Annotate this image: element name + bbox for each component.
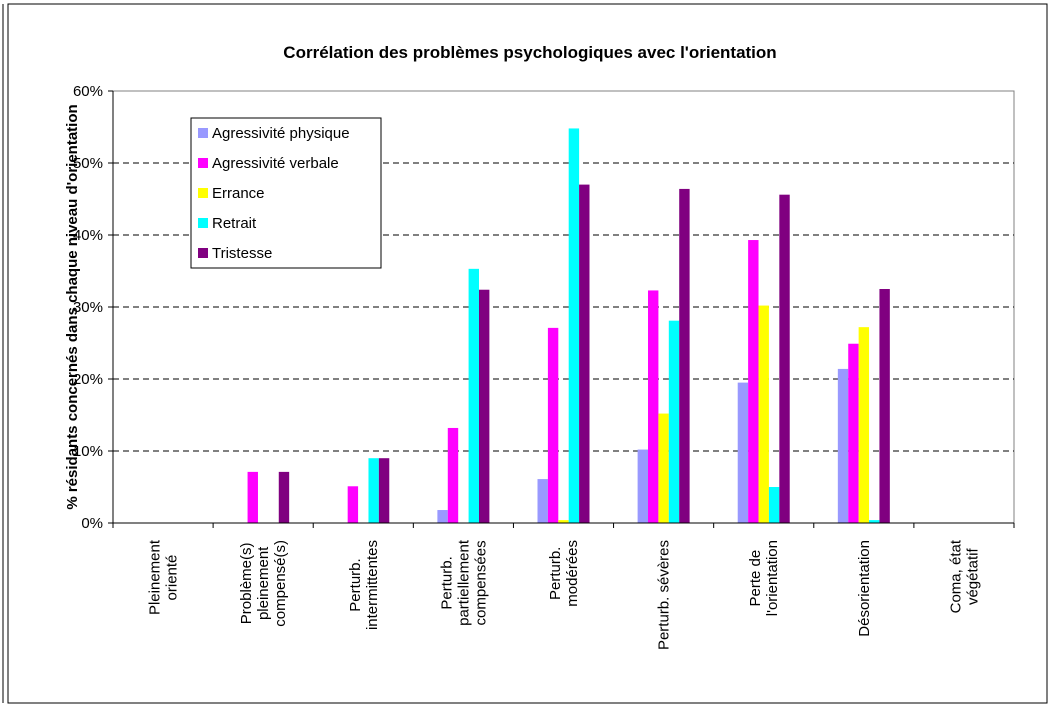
bar: [668, 320, 680, 523]
bar: [347, 486, 359, 523]
x-tick-label: Perturb.: [438, 556, 455, 609]
x-tick-label: Perturb.: [547, 547, 564, 600]
x-tick-label: Coma, état: [947, 539, 964, 613]
y-tick-label: 20%: [73, 371, 103, 388]
bar: [568, 128, 580, 523]
bar: [658, 413, 669, 523]
bar: [737, 382, 749, 523]
y-tick-label: 60%: [73, 83, 103, 100]
x-tick-label: modérées: [564, 540, 581, 607]
x-tick-label: Problème(s): [238, 543, 255, 625]
x-tick-label: l'orientation: [764, 540, 781, 616]
bar: [748, 240, 759, 524]
bar: [478, 289, 490, 523]
x-tick-label-group: Perturb. sévères: [656, 540, 673, 650]
x-tick-label-group: Problème(s) pleinement compensé(s): [238, 540, 289, 627]
bar: [637, 449, 649, 523]
x-tick-label: compensées: [472, 540, 489, 625]
x-tick-label-group: Désorientation: [856, 540, 873, 637]
x-tick-label: partiellement: [455, 539, 472, 626]
legend-swatch: [198, 218, 208, 228]
bar: [547, 327, 559, 523]
legend-swatch: [198, 248, 208, 258]
bar: [848, 343, 859, 523]
x-tick-label: orienté: [164, 555, 181, 601]
legend-swatch: [198, 158, 208, 168]
x-tick-label: compensé(s): [272, 540, 289, 627]
bar: [468, 268, 479, 523]
x-tick-label-group: Pleinement orienté: [147, 539, 181, 615]
legend-swatch: [198, 188, 208, 198]
bar: [558, 520, 569, 523]
legend-label: Agressivité physique: [212, 125, 350, 142]
x-tick-label-group: Coma, état végétatif: [947, 539, 981, 613]
x-tick-label-group: Perturb. intermittentes: [347, 540, 381, 630]
bar: [378, 458, 390, 523]
legend-box: [190, 117, 382, 269]
bar: [779, 194, 790, 523]
y-tick-label: 30%: [73, 299, 103, 316]
bar: [869, 520, 880, 523]
bar: [278, 471, 290, 523]
x-tick-label: Perturb. sévères: [656, 540, 673, 650]
x-tick-label: Pleinement: [147, 539, 164, 615]
y-tick-label: 0%: [81, 515, 103, 532]
bar: [858, 327, 870, 523]
x-tick-label-group: Perte de l'orientation: [747, 540, 781, 616]
x-tick-label: Désorientation: [856, 540, 873, 637]
legend-swatch: [198, 128, 208, 138]
y-tick-label: 50%: [73, 155, 103, 172]
x-tick-label: végétatif: [964, 548, 981, 606]
bar: [879, 289, 890, 523]
bar: [837, 368, 849, 523]
bar: [768, 487, 780, 523]
legend-label: Errance: [212, 185, 265, 202]
x-tick-label-group: Perturb. partiellement compensées: [438, 539, 489, 626]
legend-label: Agressivité verbale: [212, 155, 339, 172]
bar: [247, 471, 258, 523]
y-axis-label: % résidants concernés dans chaque niveau…: [64, 104, 81, 509]
legend-label: Retrait: [212, 215, 257, 232]
x-tick-label: Perturb.: [347, 558, 364, 611]
legend-label: Tristesse: [212, 245, 272, 262]
bar: [679, 188, 690, 524]
bar: [579, 184, 590, 523]
bar: [437, 510, 448, 523]
y-tick-label: 40%: [73, 227, 103, 244]
x-tick-label: intermittentes: [364, 540, 381, 630]
x-tick-label: pleinement: [255, 546, 272, 620]
bar: [758, 305, 769, 523]
bar: [368, 458, 379, 523]
bar: [447, 427, 459, 523]
y-tick-label: 10%: [73, 443, 103, 460]
x-tick-label: Perte de: [747, 550, 764, 607]
bar: [537, 479, 548, 523]
x-tick-label-group: Perturb. modérées: [547, 540, 581, 607]
chart-title: Corrélation des problèmes psychologiques…: [283, 43, 776, 62]
bar: [648, 290, 659, 523]
